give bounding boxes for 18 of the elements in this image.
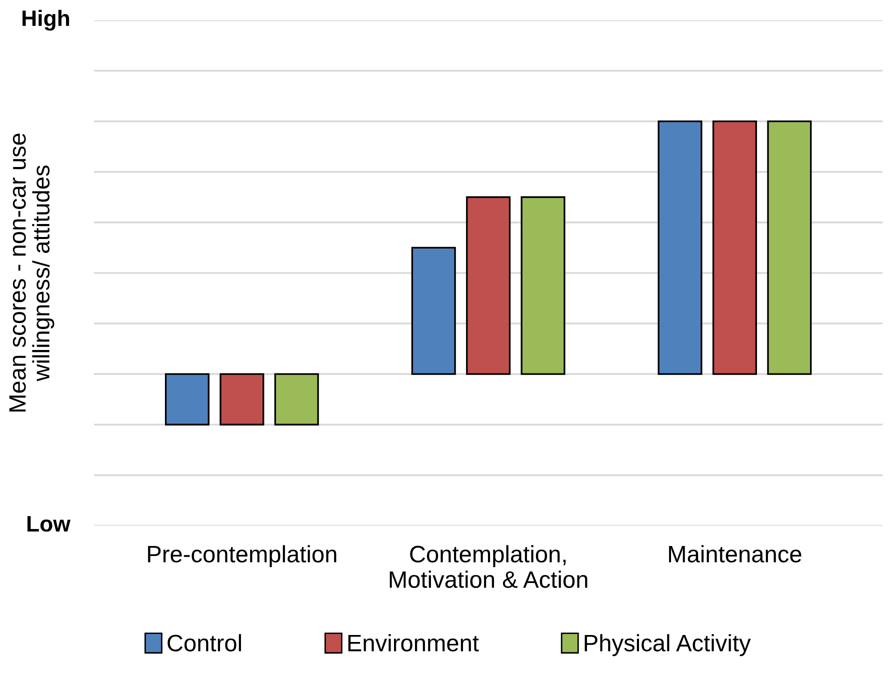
legend-label: Control: [168, 634, 241, 652]
legend-label: Environment: [348, 634, 479, 652]
y-axis-title: Mean scores - non-car use willingness/ attitudes: [9, 134, 54, 412]
x-tick-label: Contemplation, Motivation & Action: [390, 545, 588, 588]
bar: [411, 246, 456, 375]
bar: [466, 196, 511, 375]
text: Low: [27, 516, 70, 532]
bar: [274, 373, 319, 426]
bar: [767, 120, 812, 375]
bar: [712, 120, 757, 375]
bar: [164, 373, 210, 426]
bar: [520, 196, 566, 375]
x-tick-label: Pre-contemplation: [148, 545, 336, 568]
bar: [658, 120, 702, 375]
text: High: [22, 10, 70, 31]
bar: [220, 373, 264, 426]
x-tick-label: Maintenance: [669, 545, 802, 563]
legend-label: Physical Activity: [584, 634, 751, 656]
